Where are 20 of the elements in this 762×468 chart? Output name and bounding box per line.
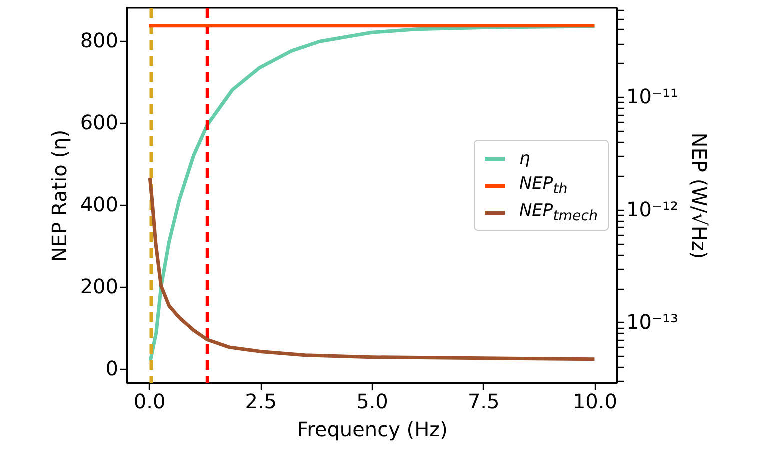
- y-tick-label: 800: [80, 28, 118, 52]
- y2-axis-title: NEP (W/√Hz): [688, 132, 712, 260]
- y-tick-label: 600: [80, 110, 118, 134]
- x-tick-label: 5.0: [356, 390, 388, 414]
- y2-tick-label: 10⁻¹³: [626, 310, 679, 334]
- y-axis-title: NEP Ratio (η): [47, 130, 72, 262]
- x-axis-title: Frequency (Hz): [297, 418, 448, 442]
- x-tick-label: 2.5: [245, 390, 278, 414]
- line-series: [148, 176, 596, 362]
- y-tick-label: 200: [80, 274, 118, 298]
- y-tick-label: 400: [80, 192, 118, 216]
- y-tick-label: 0: [106, 356, 118, 381]
- x-tick-label: 7.5: [468, 390, 500, 414]
- x-tick-label: 0.0: [134, 390, 166, 414]
- x-tick-label: 10.0: [572, 390, 618, 414]
- y2-tick-label: 10⁻¹¹: [626, 84, 679, 109]
- legend-label: η: [519, 148, 530, 168]
- legend-label: NEP$_{tmech}$: [519, 200, 598, 224]
- y2-tick-label: 10⁻¹²: [626, 197, 679, 222]
- legend-label: NEP$_{th}$: [519, 174, 568, 198]
